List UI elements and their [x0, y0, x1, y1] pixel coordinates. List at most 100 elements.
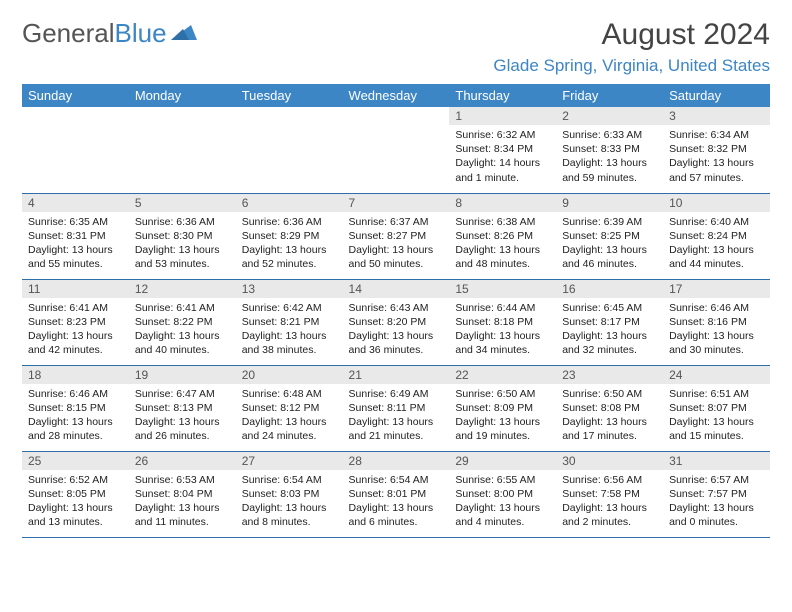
- calendar-page: GeneralBlue August 2024 Glade Spring, Vi…: [0, 0, 792, 612]
- daylight-line: Daylight: 13 hours and 53 minutes.: [135, 243, 230, 271]
- calendar-cell: 5Sunrise: 6:36 AMSunset: 8:30 PMDaylight…: [129, 193, 236, 279]
- calendar-cell: 11Sunrise: 6:41 AMSunset: 8:23 PMDayligh…: [22, 279, 129, 365]
- day-body: Sunrise: 6:37 AMSunset: 8:27 PMDaylight:…: [343, 212, 450, 276]
- calendar-cell: 12Sunrise: 6:41 AMSunset: 8:22 PMDayligh…: [129, 279, 236, 365]
- calendar-cell: [129, 107, 236, 193]
- day-body: Sunrise: 6:54 AMSunset: 8:01 PMDaylight:…: [343, 470, 450, 534]
- day-body: Sunrise: 6:51 AMSunset: 8:07 PMDaylight:…: [663, 384, 770, 448]
- day-body: Sunrise: 6:36 AMSunset: 8:29 PMDaylight:…: [236, 212, 343, 276]
- day-number: 16: [556, 280, 663, 298]
- day-body: Sunrise: 6:36 AMSunset: 8:30 PMDaylight:…: [129, 212, 236, 276]
- sunrise-line: Sunrise: 6:48 AM: [242, 387, 337, 401]
- sunrise-line: Sunrise: 6:36 AM: [135, 215, 230, 229]
- day-body: Sunrise: 6:34 AMSunset: 8:32 PMDaylight:…: [663, 125, 770, 189]
- sunset-line: Sunset: 8:23 PM: [28, 315, 123, 329]
- calendar-cell: 31Sunrise: 6:57 AMSunset: 7:57 PMDayligh…: [663, 451, 770, 537]
- daylight-line: Daylight: 13 hours and 28 minutes.: [28, 415, 123, 443]
- calendar-cell: 15Sunrise: 6:44 AMSunset: 8:18 PMDayligh…: [449, 279, 556, 365]
- day-body: Sunrise: 6:35 AMSunset: 8:31 PMDaylight:…: [22, 212, 129, 276]
- calendar-cell: 13Sunrise: 6:42 AMSunset: 8:21 PMDayligh…: [236, 279, 343, 365]
- daylight-line: Daylight: 13 hours and 50 minutes.: [349, 243, 444, 271]
- day-body: Sunrise: 6:46 AMSunset: 8:15 PMDaylight:…: [22, 384, 129, 448]
- calendar-row: 25Sunrise: 6:52 AMSunset: 8:05 PMDayligh…: [22, 451, 770, 537]
- calendar-cell: 17Sunrise: 6:46 AMSunset: 8:16 PMDayligh…: [663, 279, 770, 365]
- daylight-line: Daylight: 13 hours and 4 minutes.: [455, 501, 550, 529]
- sunset-line: Sunset: 8:31 PM: [28, 229, 123, 243]
- calendar-cell: 10Sunrise: 6:40 AMSunset: 8:24 PMDayligh…: [663, 193, 770, 279]
- day-body: Sunrise: 6:44 AMSunset: 8:18 PMDaylight:…: [449, 298, 556, 362]
- sunset-line: Sunset: 8:34 PM: [455, 142, 550, 156]
- sunrise-line: Sunrise: 6:41 AM: [28, 301, 123, 315]
- daylight-line: Daylight: 13 hours and 59 minutes.: [562, 156, 657, 184]
- sunrise-line: Sunrise: 6:40 AM: [669, 215, 764, 229]
- sunrise-line: Sunrise: 6:38 AM: [455, 215, 550, 229]
- day-number: 28: [343, 452, 450, 470]
- daylight-line: Daylight: 13 hours and 15 minutes.: [669, 415, 764, 443]
- calendar-cell: 7Sunrise: 6:37 AMSunset: 8:27 PMDaylight…: [343, 193, 450, 279]
- daylight-line: Daylight: 13 hours and 40 minutes.: [135, 329, 230, 357]
- calendar-cell: 28Sunrise: 6:54 AMSunset: 8:01 PMDayligh…: [343, 451, 450, 537]
- sunset-line: Sunset: 8:13 PM: [135, 401, 230, 415]
- sunrise-line: Sunrise: 6:32 AM: [455, 128, 550, 142]
- daylight-line: Daylight: 13 hours and 42 minutes.: [28, 329, 123, 357]
- day-body: Sunrise: 6:56 AMSunset: 7:58 PMDaylight:…: [556, 470, 663, 534]
- sunrise-line: Sunrise: 6:54 AM: [349, 473, 444, 487]
- calendar-cell: [236, 107, 343, 193]
- sunset-line: Sunset: 8:33 PM: [562, 142, 657, 156]
- day-number: [22, 107, 129, 125]
- day-number: 22: [449, 366, 556, 384]
- sunset-line: Sunset: 8:22 PM: [135, 315, 230, 329]
- daylight-line: Daylight: 13 hours and 8 minutes.: [242, 501, 337, 529]
- calendar-cell: 25Sunrise: 6:52 AMSunset: 8:05 PMDayligh…: [22, 451, 129, 537]
- sunrise-line: Sunrise: 6:36 AM: [242, 215, 337, 229]
- day-body: Sunrise: 6:50 AMSunset: 8:08 PMDaylight:…: [556, 384, 663, 448]
- sunset-line: Sunset: 8:12 PM: [242, 401, 337, 415]
- day-body: Sunrise: 6:46 AMSunset: 8:16 PMDaylight:…: [663, 298, 770, 362]
- sunrise-line: Sunrise: 6:55 AM: [455, 473, 550, 487]
- day-number: [343, 107, 450, 125]
- day-body: Sunrise: 6:33 AMSunset: 8:33 PMDaylight:…: [556, 125, 663, 189]
- sunrise-line: Sunrise: 6:53 AM: [135, 473, 230, 487]
- calendar-row: 4Sunrise: 6:35 AMSunset: 8:31 PMDaylight…: [22, 193, 770, 279]
- daylight-line: Daylight: 13 hours and 17 minutes.: [562, 415, 657, 443]
- sunset-line: Sunset: 8:17 PM: [562, 315, 657, 329]
- sunrise-line: Sunrise: 6:41 AM: [135, 301, 230, 315]
- day-number: 15: [449, 280, 556, 298]
- calendar-cell: 18Sunrise: 6:46 AMSunset: 8:15 PMDayligh…: [22, 365, 129, 451]
- daylight-line: Daylight: 13 hours and 24 minutes.: [242, 415, 337, 443]
- sunset-line: Sunset: 8:26 PM: [455, 229, 550, 243]
- day-number: 1: [449, 107, 556, 125]
- calendar-cell: 3Sunrise: 6:34 AMSunset: 8:32 PMDaylight…: [663, 107, 770, 193]
- day-body: Sunrise: 6:40 AMSunset: 8:24 PMDaylight:…: [663, 212, 770, 276]
- day-number: 13: [236, 280, 343, 298]
- sunset-line: Sunset: 8:27 PM: [349, 229, 444, 243]
- calendar-cell: 2Sunrise: 6:33 AMSunset: 8:33 PMDaylight…: [556, 107, 663, 193]
- calendar-cell: 6Sunrise: 6:36 AMSunset: 8:29 PMDaylight…: [236, 193, 343, 279]
- day-body: Sunrise: 6:41 AMSunset: 8:23 PMDaylight:…: [22, 298, 129, 362]
- sunset-line: Sunset: 8:08 PM: [562, 401, 657, 415]
- calendar-cell: 20Sunrise: 6:48 AMSunset: 8:12 PMDayligh…: [236, 365, 343, 451]
- day-number: 30: [556, 452, 663, 470]
- day-header: Wednesday: [343, 84, 450, 107]
- day-body: Sunrise: 6:41 AMSunset: 8:22 PMDaylight:…: [129, 298, 236, 362]
- sunset-line: Sunset: 8:01 PM: [349, 487, 444, 501]
- day-number: 8: [449, 194, 556, 212]
- sunrise-line: Sunrise: 6:47 AM: [135, 387, 230, 401]
- day-number: 26: [129, 452, 236, 470]
- calendar-cell: 22Sunrise: 6:50 AMSunset: 8:09 PMDayligh…: [449, 365, 556, 451]
- daylight-line: Daylight: 13 hours and 6 minutes.: [349, 501, 444, 529]
- day-body: Sunrise: 6:38 AMSunset: 8:26 PMDaylight:…: [449, 212, 556, 276]
- sunrise-line: Sunrise: 6:45 AM: [562, 301, 657, 315]
- sunset-line: Sunset: 8:04 PM: [135, 487, 230, 501]
- day-number: 27: [236, 452, 343, 470]
- title-block: August 2024 Glade Spring, Virginia, Unit…: [493, 18, 770, 76]
- sunrise-line: Sunrise: 6:56 AM: [562, 473, 657, 487]
- day-header: Saturday: [663, 84, 770, 107]
- daylight-line: Daylight: 13 hours and 21 minutes.: [349, 415, 444, 443]
- calendar-cell: 29Sunrise: 6:55 AMSunset: 8:00 PMDayligh…: [449, 451, 556, 537]
- sunrise-line: Sunrise: 6:49 AM: [349, 387, 444, 401]
- day-header: Friday: [556, 84, 663, 107]
- day-number: 5: [129, 194, 236, 212]
- sunset-line: Sunset: 8:21 PM: [242, 315, 337, 329]
- day-number: 24: [663, 366, 770, 384]
